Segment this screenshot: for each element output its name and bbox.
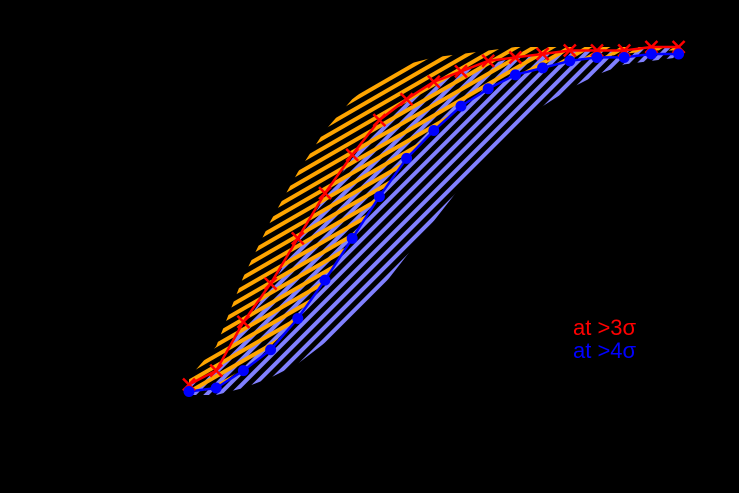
circle-marker <box>537 62 549 74</box>
cross-marker <box>535 47 550 61</box>
plot-area <box>182 40 686 398</box>
cross-marker <box>318 186 332 201</box>
circle-marker <box>210 382 222 394</box>
cross-marker <box>236 315 251 329</box>
circle-marker <box>509 69 521 81</box>
legend-entry-3sigma: at >3σ <box>573 315 637 340</box>
circle-marker <box>373 191 385 203</box>
circle-marker <box>346 232 358 244</box>
markers-4sigma-circle <box>183 48 685 398</box>
cross-marker <box>399 92 414 107</box>
cross-marker <box>508 50 523 65</box>
cross-marker <box>263 276 278 291</box>
band-4sigma <box>189 47 679 395</box>
circle-marker <box>591 51 603 63</box>
legend: at >3σ at >4σ <box>573 316 636 362</box>
cross-marker <box>345 147 360 162</box>
circle-marker <box>292 312 304 324</box>
circle-marker <box>564 55 576 67</box>
cross-marker <box>372 113 387 127</box>
circle-marker <box>319 274 331 286</box>
circle-marker <box>482 83 494 95</box>
cross-marker <box>454 64 468 79</box>
band-3sigma <box>189 47 679 395</box>
circle-marker <box>237 365 249 377</box>
circle-marker <box>183 386 195 398</box>
circle-marker <box>618 51 630 63</box>
legend-entry-4sigma: at >4σ <box>573 338 637 363</box>
cross-marker <box>562 43 577 58</box>
circle-marker <box>455 100 467 112</box>
cross-marker <box>481 54 496 68</box>
circle-marker <box>645 48 657 60</box>
circle-marker <box>265 344 277 356</box>
cross-marker <box>290 231 305 246</box>
cross-marker <box>209 363 224 378</box>
circle-marker <box>428 125 440 137</box>
circle-marker <box>401 152 413 164</box>
circle-marker <box>673 48 685 60</box>
cross-marker <box>426 74 441 89</box>
